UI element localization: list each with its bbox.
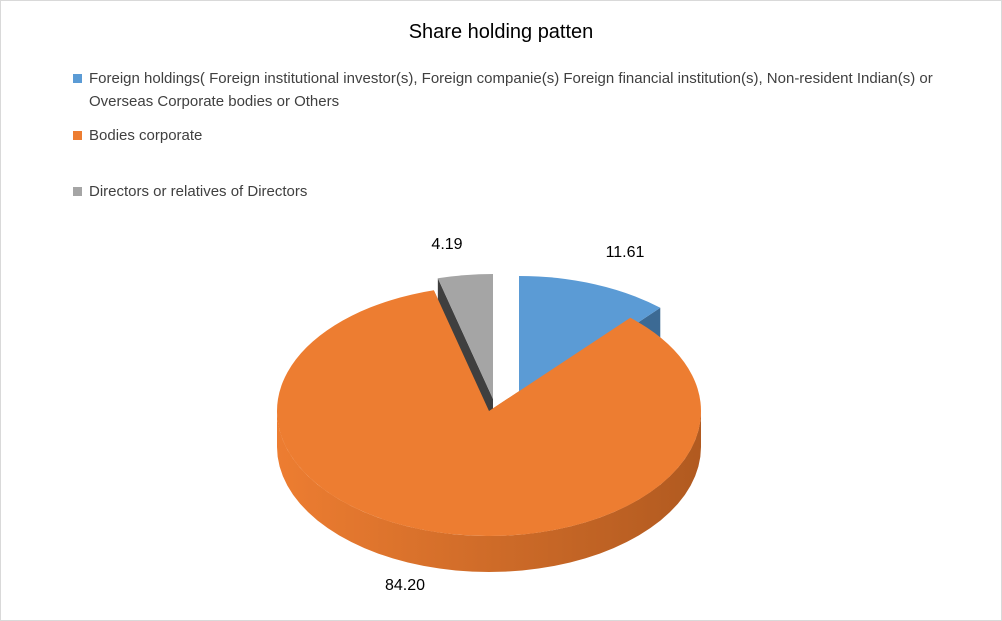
legend-label-directors: Directors or relatives of Directors [89,183,308,200]
legend-label-foreign-holdings: Foreign holdings( Foreign institutional … [89,70,933,110]
data-label-foreign-holdings: 11.61 [606,244,645,261]
legend-item-directors: Directors or relatives of Directors [73,180,953,203]
pie-data-labels: 11.61 84.20 4.19 [385,236,645,594]
pie-tops [277,274,702,537]
legend-item-bodies-corporate: Bodies corporate [73,124,953,147]
legend-swatch-directors [73,187,82,196]
legend-swatch-bodies-corporate [73,131,82,140]
legend-swatch-foreign-holdings [73,74,82,83]
slice-bodies-corporate [277,290,702,537]
slice-directors [437,274,493,399]
slice-bodies-corporate-rim [277,411,701,572]
data-label-bodies-corporate: 84.20 [385,577,425,594]
data-label-directors: 4.19 [431,236,462,253]
chart-title: Share holding patten [408,21,594,43]
legend-item-foreign-holdings: Foreign holdings( Foreign institutional … [73,67,953,113]
legend-label-bodies-corporate: Bodies corporate [89,127,203,144]
